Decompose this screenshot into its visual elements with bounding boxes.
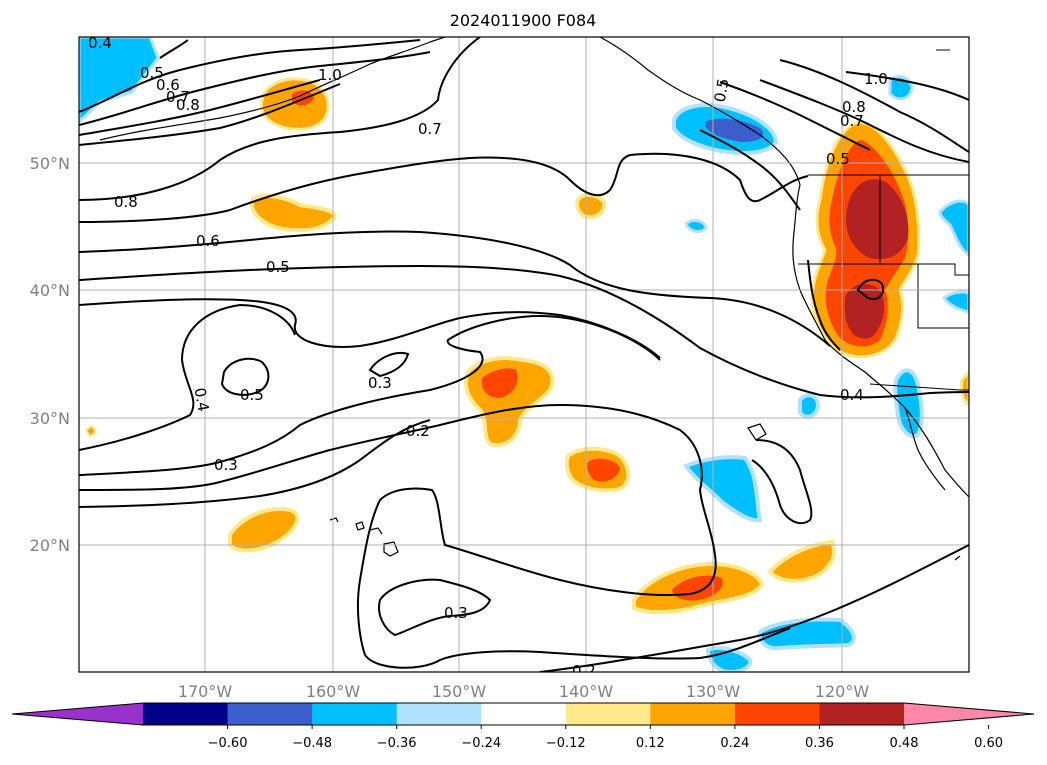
lat-label: 40°N <box>30 281 70 300</box>
colorbar-extend-high <box>904 703 1034 725</box>
contour-label: 0.5 <box>240 386 264 404</box>
lon-label: 140°W <box>559 682 614 701</box>
colorbar-tick-label: −0.12 <box>546 736 586 751</box>
contour-label: 0.4 <box>88 34 112 52</box>
colorbar-cell <box>650 703 736 725</box>
colorbar-tick-label: 0.48 <box>890 736 919 751</box>
contour-label: 0.7 <box>166 88 190 106</box>
lon-label: 160°W <box>306 682 361 701</box>
lat-labels: 50°N 40°N 30°N 20°N <box>30 154 70 555</box>
contour-label: 0.3 <box>214 456 238 474</box>
lon-label: 130°W <box>686 682 741 701</box>
contour-label: 0.4 <box>840 386 864 404</box>
colorbar-cell <box>312 703 398 725</box>
colorbar-tick-label: −0.48 <box>292 736 332 751</box>
contour-label: 0.7 <box>840 112 864 130</box>
colorbar-cell <box>143 703 229 725</box>
contour-label: 0.5 <box>140 64 164 82</box>
lon-labels: 170°W 160°W 150°W 140°W 130°W 120°W <box>178 682 870 701</box>
colorbar-cell <box>819 703 905 725</box>
colorbar-tick-label: 0.60 <box>974 736 1003 751</box>
contour-label: 0.5 <box>266 258 290 276</box>
colorbar-tick-label: −0.60 <box>208 736 248 751</box>
colorbar-extend-low <box>12 703 143 725</box>
map-title: 2024011900 F084 <box>450 11 597 30</box>
contour-lines <box>79 37 969 672</box>
map-frame <box>78 36 970 673</box>
contour-label: 0.2 <box>406 422 430 440</box>
colorbar-tick-label: −0.24 <box>461 736 501 751</box>
colorbar-cell <box>565 703 651 725</box>
lon-label: 120°W <box>815 682 870 701</box>
lat-label: 30°N <box>30 409 70 428</box>
colorbar-tick-label: 0.24 <box>720 736 749 751</box>
contour-label: 0.3 <box>368 374 392 392</box>
gridlines <box>79 37 969 672</box>
lat-label: 50°N <box>30 154 70 173</box>
borders <box>798 49 969 391</box>
lat-label: 20°N <box>30 536 70 555</box>
colorbar-tick-label: 0.12 <box>636 736 665 751</box>
colorbar-cell <box>734 703 820 725</box>
colorbar-tick-label: 0.36 <box>805 736 834 751</box>
contour-label: 0.5 <box>826 150 850 168</box>
colorbar-cell <box>227 703 313 725</box>
lon-label: 150°W <box>432 682 487 701</box>
contour-label: 1.0 <box>318 66 342 84</box>
contour-label: 0.8 <box>842 98 866 116</box>
contour-label: 0.3 <box>444 604 468 622</box>
contour-label: 1.0 <box>864 70 888 88</box>
contour-label: 0.2 <box>572 662 596 680</box>
contour-label: 0.4 <box>191 386 213 413</box>
contour-labels: 0.4 0.5 0.6 0.7 0.8 1.0 0.7 0.8 0.6 0.5 … <box>88 34 888 680</box>
colorbar: −0.60 −0.48 −0.36 −0.24 −0.12 0.12 0.24 0.36 0.4… <box>11 702 1035 751</box>
contour-label: 0.8 <box>176 96 200 114</box>
colorbar-cell <box>396 703 482 725</box>
lon-label: 170°W <box>178 682 233 701</box>
contour-label: 0.7 <box>418 120 442 138</box>
contour-label: 0.6 <box>156 76 180 94</box>
contour-label: 0.8 <box>114 193 138 211</box>
contour-label: 0.5 <box>711 77 733 104</box>
colorbar-cell <box>481 703 567 725</box>
contour-label: 0.6 <box>196 232 220 250</box>
colorbar-tick-label: −0.36 <box>377 736 417 751</box>
